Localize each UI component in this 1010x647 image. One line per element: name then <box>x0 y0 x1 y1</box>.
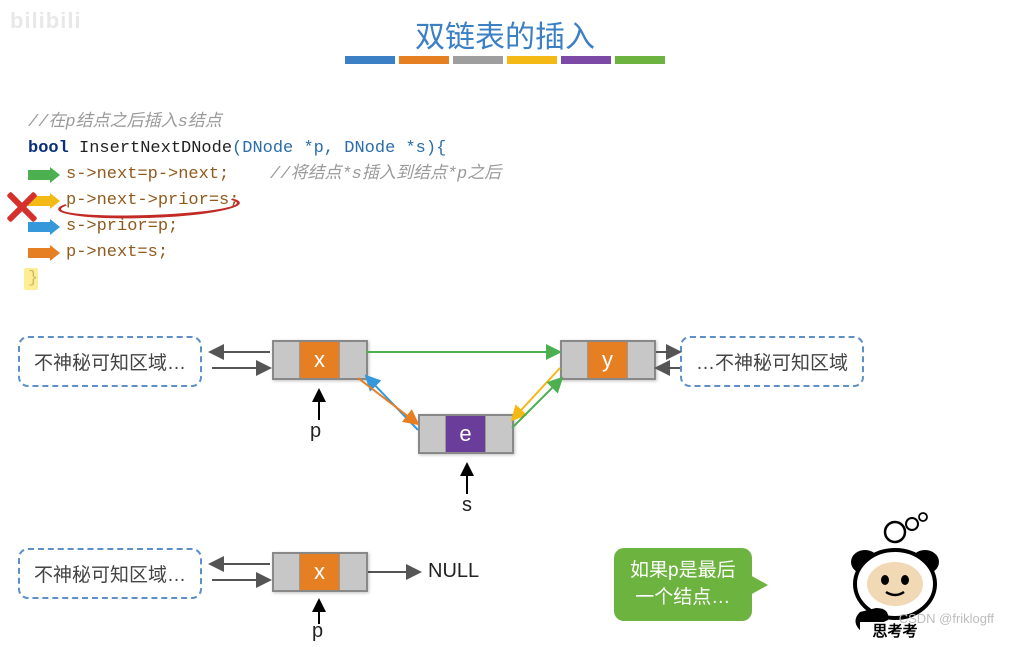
node-e-label: e <box>446 416 486 452</box>
code-line-1: s->next=p->next; <box>66 162 229 188</box>
code-comment-inline: //将结点*s插入到结点*p之后 <box>270 162 501 188</box>
red-x-annotation <box>4 190 38 224</box>
node-x: x <box>272 340 368 380</box>
speech-line-2: 一个结点… <box>635 587 730 608</box>
speech-line-1: 如果p是最后 <box>630 560 736 581</box>
speech-bubble: 如果p是最后 一个结点… <box>614 548 752 621</box>
code-line-4: p->next=s; <box>66 240 168 266</box>
dashbox-right-1: …不神秘可知区域 <box>680 336 864 387</box>
brace-highlight <box>24 268 38 290</box>
panda-meme: 思考考 <box>840 512 950 622</box>
node-x-2: x <box>272 552 368 592</box>
dashbox-left-2: 不神秘可知区域… <box>18 548 202 599</box>
pointer-p2-label: p <box>312 620 323 643</box>
pointer-p-label: p <box>310 420 321 443</box>
credit: CSDN @friklogff <box>899 611 994 626</box>
node-y-label: y <box>588 342 628 378</box>
node-y: y <box>560 340 656 380</box>
node-x-label: x <box>300 342 340 378</box>
pointer-p-line <box>318 400 320 420</box>
page-title: 双链表的插入 <box>0 12 1010 56</box>
fn-params: (DNode *p, DNode *s){ <box>232 136 446 162</box>
null-label: NULL <box>428 560 479 583</box>
dashbox-left-1: 不神秘可知区域… <box>18 336 202 387</box>
node-e: e <box>418 414 514 454</box>
pointer-s-label: s <box>462 494 472 517</box>
keyword-bool: bool <box>28 136 69 162</box>
step-arrow-4 <box>28 245 62 261</box>
code-comment: //在p结点之后插入s结点 <box>28 110 222 136</box>
fn-name: InsertNextDNode <box>79 136 232 162</box>
step-arrow-1 <box>28 167 62 183</box>
node-x-2-label: x <box>300 554 340 590</box>
pointer-s-line <box>466 474 468 494</box>
title-underline <box>345 56 665 64</box>
